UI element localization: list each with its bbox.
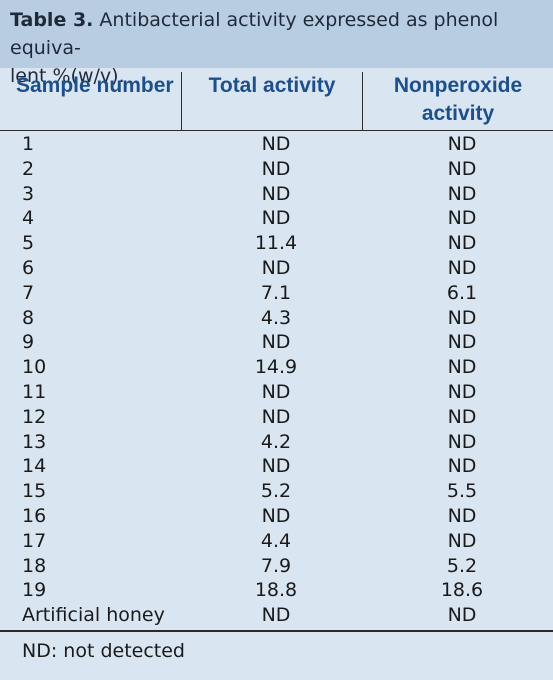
column-header-nonperoxide-line1: Nonperoxide [393, 74, 523, 97]
table-header: Sample number Total activity Nonperoxide… [0, 68, 553, 131]
cell-sample: 4 [22, 207, 35, 230]
cell-nonperoxide: ND [447, 604, 477, 627]
cell-nonperoxide: ND [447, 306, 477, 329]
table-row: 16 ND ND [0, 504, 553, 529]
cell-sample: 1 [22, 133, 35, 155]
cell-nonperoxide: ND [447, 207, 477, 230]
table-row: 6 ND ND [0, 256, 553, 281]
caption-text-line2: lent %(w/v). [10, 65, 125, 87]
table-row: 1 ND ND [0, 132, 553, 157]
cell-sample: 10 [22, 356, 47, 379]
table-row: 15 5.2 5.5 [0, 479, 553, 504]
cell-sample: 13 [22, 430, 47, 453]
cell-sample: Artificial honey [22, 604, 165, 627]
cell-nonperoxide: ND [447, 504, 477, 527]
cell-nonperoxide: ND [447, 356, 477, 379]
cell-total: 5.2 [260, 480, 292, 503]
cell-sample: 19 [22, 579, 47, 602]
table-row: Artificial honey ND ND [0, 603, 553, 628]
cell-nonperoxide: 5.2 [446, 554, 478, 577]
cell-sample: 15 [22, 480, 47, 503]
cell-total: ND [261, 157, 291, 180]
table-row: 2 ND ND [0, 157, 553, 182]
column-header-total: Total activity [208, 74, 336, 97]
table-row: 14 ND ND [0, 454, 553, 479]
cell-total: 18.8 [254, 579, 298, 602]
cell-total: 14.9 [254, 356, 298, 379]
cell-total: ND [261, 331, 291, 354]
cell-total: ND [261, 256, 291, 279]
cell-sample: 12 [22, 405, 47, 428]
table-row: 18 7.9 5.2 [0, 554, 553, 579]
cell-sample: 16 [22, 504, 47, 527]
cell-sample: 3 [22, 182, 35, 205]
cell-nonperoxide: ND [447, 232, 477, 255]
cell-total: ND [261, 133, 291, 155]
cell-sample: 8 [22, 306, 35, 329]
cell-total: ND [261, 380, 291, 403]
column-header-sample: Sample number [16, 74, 174, 97]
cell-total: ND [261, 207, 291, 230]
table-footnote: ND: not detected [22, 640, 185, 662]
table-row: 19 18.8 18.6 [0, 578, 553, 603]
cell-nonperoxide: ND [447, 455, 477, 478]
cell-nonperoxide: ND [447, 133, 477, 155]
cell-nonperoxide: ND [447, 182, 477, 205]
table-row: 4 ND ND [0, 206, 553, 231]
cell-nonperoxide: ND [447, 256, 477, 279]
table-row: 8 4.3 ND [0, 306, 553, 331]
table-bottom-rule [0, 630, 553, 632]
cell-sample: 6 [22, 256, 35, 279]
table-row: 11 ND ND [0, 380, 553, 405]
table-caption: Table 3. Antibacterial activity expresse… [0, 0, 553, 87]
cell-nonperoxide: ND [447, 529, 477, 552]
column-header-nonperoxide-line2: activity [421, 102, 495, 125]
table-row: 7 7.1 6.1 [0, 281, 553, 306]
table-row: 12 ND ND [0, 405, 553, 430]
cell-nonperoxide: 5.5 [446, 480, 478, 503]
table-row: 17 4.4 ND [0, 529, 553, 554]
column-header-nonperoxide: Nonperoxide activity [362, 72, 553, 128]
cell-total: ND [261, 405, 291, 428]
cell-total: ND [261, 604, 291, 627]
cell-sample: 9 [22, 331, 35, 354]
cell-total: 7.1 [260, 281, 292, 304]
header-divider-2 [362, 72, 363, 130]
table-row: 13 4.2 ND [0, 430, 553, 455]
table-row: 9 ND ND [0, 330, 553, 355]
cell-sample: 14 [22, 455, 47, 478]
cell-total: 4.2 [260, 430, 292, 453]
cell-nonperoxide: 18.6 [440, 579, 484, 602]
cell-sample: 18 [22, 554, 47, 577]
table-row: 5 11.4 ND [0, 231, 553, 256]
cell-nonperoxide: ND [447, 157, 477, 180]
cell-nonperoxide: ND [447, 430, 477, 453]
cell-total: 4.3 [260, 306, 292, 329]
caption-text-line1: Antibacterial activity expressed as phen… [10, 9, 499, 59]
cell-nonperoxide: ND [447, 405, 477, 428]
cell-total: ND [261, 182, 291, 205]
cell-sample: 17 [22, 529, 47, 552]
table-row: 3 ND ND [0, 182, 553, 207]
cell-total: 11.4 [254, 232, 298, 255]
cell-nonperoxide: ND [447, 331, 477, 354]
cell-total: ND [261, 455, 291, 478]
cell-sample: 11 [22, 380, 47, 403]
caption-label: Table 3. [10, 9, 94, 31]
cell-sample: 2 [22, 157, 35, 180]
cell-sample: 7 [22, 281, 35, 304]
cell-nonperoxide: 6.1 [446, 281, 478, 304]
cell-sample: 5 [22, 232, 35, 255]
header-divider-1 [181, 72, 182, 130]
cell-total: ND [261, 504, 291, 527]
cell-nonperoxide: ND [447, 380, 477, 403]
cell-total: 7.9 [260, 554, 292, 577]
table-row: 10 14.9 ND [0, 355, 553, 380]
cell-total: 4.4 [260, 529, 292, 552]
